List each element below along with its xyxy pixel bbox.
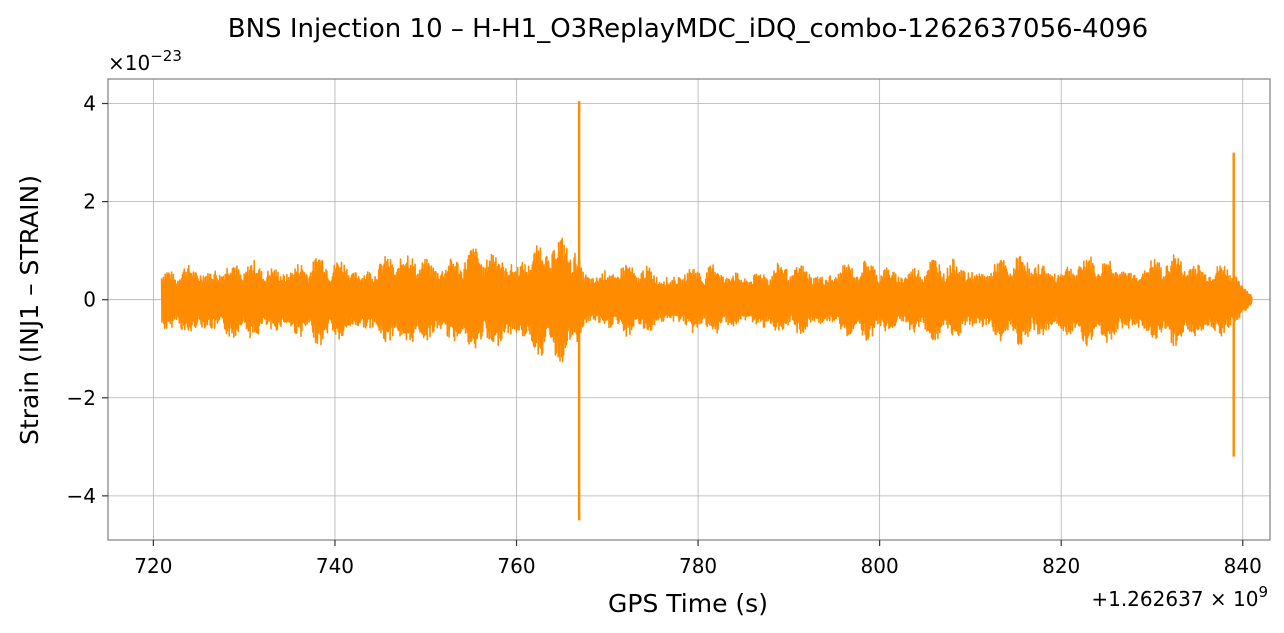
plot-frame (107, 78, 1271, 541)
x-tick-label: 720 (134, 554, 172, 578)
x-tick-label: 780 (679, 554, 717, 578)
y-scale-base: ×10 (108, 51, 150, 75)
y-tick-label: 2 (83, 190, 96, 214)
x-offset-exponent: 9 (1258, 583, 1268, 601)
strain-series-line (160, 237, 1253, 363)
chart-title: BNS Injection 10 – H-H1_O3ReplayMDC_iDQ_… (228, 14, 1148, 44)
y-tick-label: 0 (83, 288, 96, 312)
tick-layer: 720 740 760 780 800 820 840 −4 −2 0 2 4 (67, 92, 1262, 578)
y-scale-exponent: −23 (150, 47, 182, 65)
y-tick-label: 4 (83, 92, 96, 116)
x-tick-label: 760 (497, 554, 535, 578)
y-scale-label: ×10−23 (108, 47, 182, 75)
y-axis-label: Strain (INJ1 – STRAIN) (15, 175, 44, 445)
x-offset-base: +1.262637 × 10 (1091, 587, 1258, 611)
y-tick-label: −2 (67, 386, 96, 410)
x-tick-label: 800 (861, 554, 899, 578)
x-tick-label: 820 (1042, 554, 1080, 578)
data-layer (160, 101, 1253, 521)
x-tick-label: 740 (316, 554, 354, 578)
x-axis-label: GPS Time (s) (608, 589, 768, 618)
y-tick-label: −4 (67, 484, 96, 508)
x-tick-label: 840 (1224, 554, 1262, 578)
x-offset-label: +1.262637 × 109 (1091, 583, 1268, 611)
